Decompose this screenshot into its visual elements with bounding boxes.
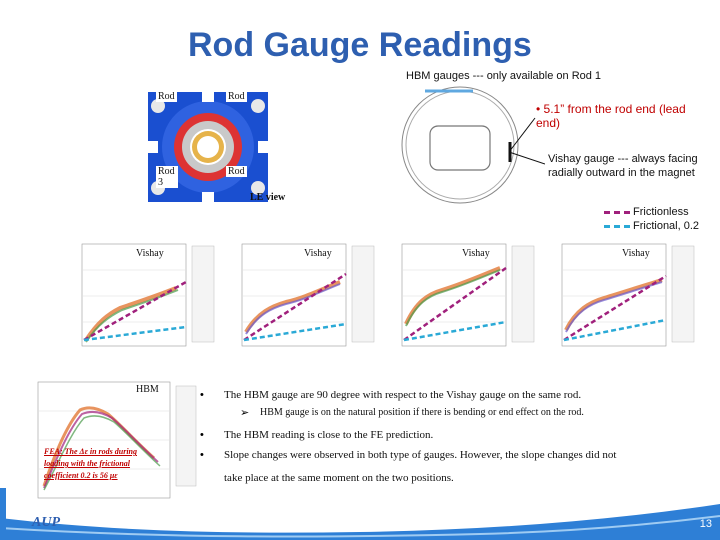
- vishay-plot-3-tag: Vishay: [462, 248, 490, 259]
- bullet-text: The HBM gauge are 90 degree with respect…: [224, 389, 582, 401]
- hbm-plot-tag: HBM: [136, 384, 159, 395]
- vishay-plot-2-tag: Vishay: [304, 248, 332, 259]
- vishay-plot-1-canvas: [81, 243, 215, 347]
- vishay-plot-4-tag: Vishay: [622, 248, 650, 259]
- frictionless-legend-label: Frictionless: [633, 206, 689, 218]
- hbm-plot-canvas: [37, 381, 197, 499]
- gauge-position-note: • 5.1” from the rod end (lead end): [536, 102, 686, 130]
- sub-bullet-text: HBM gauge is on the natural position if …: [260, 407, 584, 418]
- rod-label: Rod: [226, 91, 247, 102]
- bullet-text: The HBM reading is close to the FE predi…: [224, 429, 434, 441]
- vishay-plot-3: Vishay: [388, 232, 540, 372]
- pointer-lines: [508, 117, 545, 165]
- bullet-icon: •: [200, 389, 204, 401]
- vishay-plot-1-tag: Vishay: [136, 248, 164, 259]
- footer-wave: [0, 488, 720, 540]
- aup-logo: AUP: [32, 515, 60, 530]
- vishay-plot-4: Vishay: [548, 232, 700, 372]
- le-view-label: LE view: [250, 192, 286, 203]
- rod-label: Rod: [156, 91, 177, 102]
- vishay-plot-1: Vishay: [68, 232, 220, 372]
- bullet-text: take place at the same moment on the two…: [224, 472, 454, 484]
- fea-note: FEA: The Δε in rods during loading with …: [44, 447, 137, 480]
- bullet-icon: •: [536, 102, 544, 116]
- page-number: 13: [699, 518, 712, 530]
- vishay-gauge-note: Vishay gauge --- always facing radially …: [548, 153, 698, 179]
- arrow-bullet-icon: ➢: [240, 407, 250, 419]
- frictional-legend-label: Frictional, 0.2: [633, 220, 700, 232]
- vishay-plot-3-canvas: [401, 243, 535, 347]
- hbm-gauges-note: HBM gauges --- only available on Rod 1: [406, 70, 602, 82]
- rod-label: Rod 3: [156, 166, 178, 188]
- frictionless-legend-swatch: [604, 211, 630, 214]
- hbm-plot: HBM: [4, 376, 198, 524]
- frictional-legend-swatch: [604, 225, 630, 228]
- rod-label: Rod: [226, 166, 247, 177]
- bullet-text: Slope changes were observed in both type…: [224, 449, 617, 461]
- vishay-plot-4-canvas: [561, 243, 695, 347]
- bullet-icon: •: [200, 449, 204, 461]
- bullet-icon: •: [200, 429, 204, 441]
- vishay-plot-2: Vishay: [228, 232, 380, 372]
- vishay-plot-2-canvas: [241, 243, 375, 347]
- page-title: Rod Gauge Readings: [188, 26, 532, 64]
